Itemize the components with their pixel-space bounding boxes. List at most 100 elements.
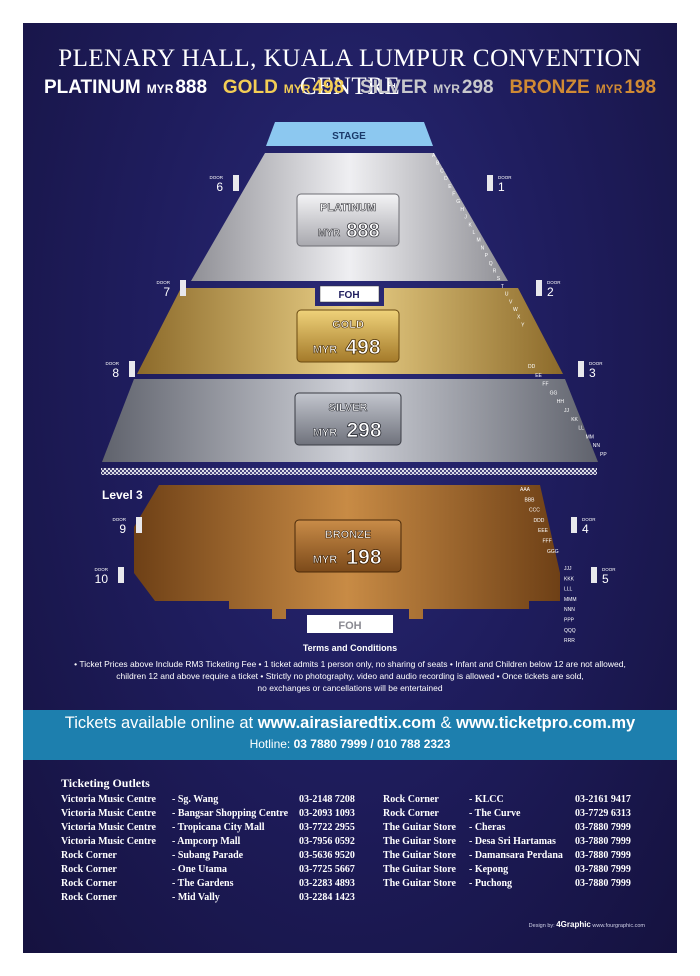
stage-area — [266, 122, 433, 146]
door-marker — [129, 361, 135, 377]
outlet-phone: 03-7880 7999 — [575, 878, 631, 889]
foh-label-top: FOH — [338, 290, 359, 301]
outlet-location: - Puchong — [469, 878, 513, 889]
price-bronze-name: BRONZE — [509, 77, 590, 98]
outlet-location: - The Gardens — [172, 878, 234, 889]
outlet-row: The Guitar Store - Desa Sri Hartamas 03-78… — [383, 835, 648, 849]
door-number: 7 — [163, 285, 170, 299]
door-marker — [591, 567, 597, 583]
seating-map: STAGE FOH FOH Level 3 PLATINUM MYR 888 G… — [95, 122, 616, 643]
outlet-row: The Guitar Store - Damansara Perdana 03-78… — [383, 849, 648, 863]
outlet-phone: 03-5636 9520 — [299, 850, 355, 861]
row-label-T: T — [501, 284, 504, 290]
band-prefix: Tickets available online at — [64, 714, 254, 732]
gold-label-currency: MYR — [313, 344, 338, 356]
row-label-Q: Q — [489, 261, 493, 267]
outlet-row: Victoria Music Centre - Bangsar Shopping … — [61, 807, 371, 821]
door-marker — [233, 175, 239, 191]
outlet-row: The Guitar Store - Kepong 03-7880 7999 — [383, 863, 648, 877]
outlet-phone: 03-7880 7999 — [575, 822, 631, 833]
row-label-MMM: MMM — [564, 597, 577, 603]
poster: PLENARY HALL, KUALA LUMPUR CONVENTION CE… — [23, 23, 677, 953]
door-number: 1 — [498, 180, 505, 194]
page-title: PLENARY HALL, KUALA LUMPUR CONVENTION CE… — [58, 45, 642, 100]
outlet-name: Victoria Music Centre — [61, 822, 156, 833]
silver-label-currency: MYR — [313, 427, 338, 439]
outlet-phone: 03-7725 5667 — [299, 864, 355, 875]
credit-prefix: Design by: — [528, 923, 555, 929]
door-marker — [536, 280, 542, 296]
row-label-R: R — [493, 269, 497, 275]
row-label-H: H — [460, 207, 464, 213]
door-label: DOOR — [106, 361, 120, 366]
row-label-C: C — [440, 168, 444, 174]
row-label-D: D — [444, 176, 448, 182]
door-number: 3 — [589, 366, 596, 380]
outlets-right-column: Rock Corner - KLCC 03-2161 9417 Rock Corner… — [383, 793, 648, 891]
site-ticketpro-link[interactable]: www.ticketpro.com.my — [456, 714, 636, 732]
outlet-row: Victoria Music Centre - Sg. Wang 03-2148 7… — [61, 793, 371, 807]
price-silver-name: SILVER — [360, 77, 428, 98]
door-marker — [487, 175, 493, 191]
outlet-name: The Guitar Store — [383, 822, 456, 833]
outlet-row: Rock Corner - KLCC 03-2161 9417 — [383, 793, 648, 807]
design-credit: Design by: 4Graphic www.fourgraphic.com — [529, 920, 645, 929]
row-label-HH: HH — [557, 399, 565, 405]
outlet-name: Victoria Music Centre — [61, 794, 156, 805]
outlet-phone: 03-7729 6313 — [575, 808, 631, 819]
outlet-location: - Cheras — [469, 822, 506, 833]
outlet-phone: 03-2284 1423 — [299, 892, 355, 903]
row-label-J: J — [464, 215, 467, 221]
bronze-label-name: BRONZE — [325, 529, 371, 541]
online-tickets-band: Tickets available online at www.airasiar… — [23, 710, 677, 760]
row-label-JJ: JJ — [564, 408, 570, 414]
outlet-phone: 03-2283 4893 — [299, 878, 355, 889]
door-label: DOOR — [95, 567, 109, 572]
site-airasiaredtix-link[interactable]: www.airasiaredtix.com — [257, 714, 436, 732]
row-label-EEE: EEE — [538, 528, 549, 534]
door-label: DOOR — [210, 175, 224, 180]
door-label: DOOR — [582, 517, 596, 522]
row-label-GGG: GGG — [547, 549, 559, 555]
door-label: DOOR — [113, 517, 127, 522]
row-label-B: B — [436, 161, 440, 167]
price-silver-amount: 298 — [461, 77, 494, 98]
door-number: 6 — [216, 180, 223, 194]
outlet-location: - Bangsar Shopping Centre — [172, 808, 289, 819]
row-label-LL: LL — [578, 426, 584, 432]
outlet-name: Rock Corner — [61, 892, 117, 903]
outlet-name: Victoria Music Centre — [61, 808, 156, 819]
outlet-name: Rock Corner — [61, 864, 117, 875]
bronze-label-amount: 198 — [346, 546, 381, 569]
row-label-PPP: PPP — [564, 618, 575, 624]
door-number: 2 — [547, 285, 554, 299]
outlet-name: Rock Corner — [383, 794, 439, 805]
door-marker — [180, 280, 186, 296]
foh-booth-bottom — [307, 615, 393, 633]
platinum-label-amount: 888 — [346, 220, 379, 242]
door-number: 9 — [119, 522, 126, 536]
door-number: 5 — [602, 572, 609, 586]
gold-label-amount: 498 — [345, 336, 380, 359]
row-label-Y: Y — [521, 322, 525, 328]
outlet-phone: 03-7956 0592 — [299, 836, 355, 847]
outlet-row: Rock Corner - The Curve 03-7729 6313 — [383, 807, 648, 821]
credit-logo: 4Graphic — [556, 920, 591, 929]
outlet-location: - The Curve — [469, 808, 521, 819]
terms-text: • Ticket Prices above Include RM3 Ticket… — [53, 658, 647, 694]
silver-label-amount: 298 — [346, 419, 381, 442]
outlet-location: - One Utama — [172, 864, 227, 875]
outlet-name: Victoria Music Centre — [61, 836, 156, 847]
row-label-M: M — [477, 238, 481, 244]
band-ampersand: & — [440, 714, 452, 732]
outlet-phone: 03-7880 7999 — [575, 864, 631, 875]
foh-label-bottom: FOH — [338, 620, 361, 632]
row-label-G: G — [456, 199, 460, 205]
outlet-name: Rock Corner — [383, 808, 439, 819]
platinum-label-currency: MYR — [318, 228, 341, 239]
